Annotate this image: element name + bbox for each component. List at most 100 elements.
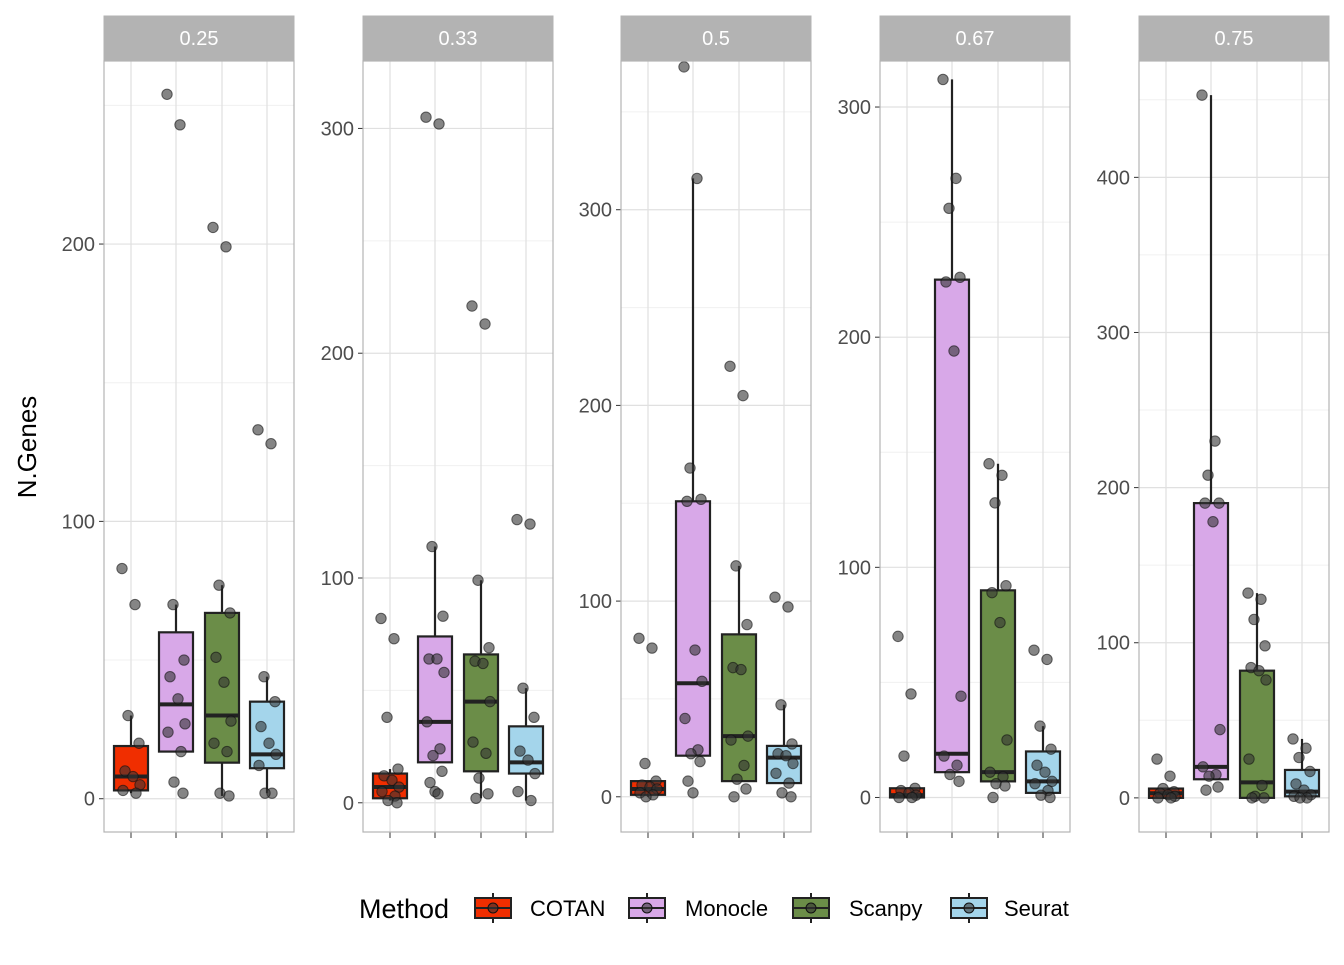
data-point-seurat — [1304, 765, 1316, 778]
y-tick-label: 100 — [321, 568, 354, 590]
data-point-monocle — [1196, 89, 1208, 101]
data-point-monocle — [421, 716, 433, 728]
data-point-monocle — [438, 666, 450, 679]
data-point-seurat — [786, 738, 798, 750]
data-point-seurat — [1045, 743, 1057, 755]
data-point-cotan — [117, 784, 129, 797]
data-point-scanpy — [483, 641, 495, 654]
y-tick-label: 200 — [321, 343, 354, 365]
data-point-scanpy — [218, 676, 230, 688]
data-point-cotan — [388, 632, 400, 645]
data-point-monocle — [695, 493, 707, 506]
data-point-scanpy — [208, 737, 220, 749]
data-point-monocle — [433, 118, 445, 130]
y-axis-title: N.Genes — [12, 396, 42, 499]
data-point-scanpy — [482, 788, 494, 800]
data-point-monocle — [954, 271, 966, 284]
data-point-seurat — [255, 720, 267, 733]
data-point-monocle — [955, 690, 967, 702]
panel-border — [103, 60, 295, 833]
data-point-monocle — [436, 765, 448, 778]
data-point-seurat — [775, 699, 787, 711]
data-point-monocle — [1202, 469, 1214, 481]
data-point-monocle — [432, 788, 444, 800]
box-monocle — [1192, 502, 1230, 781]
data-point-seurat — [770, 767, 782, 779]
panel-border — [879, 60, 1071, 833]
legend-key-point — [963, 902, 975, 914]
data-point-scanpy — [220, 241, 232, 253]
data-point-cotan — [633, 632, 645, 644]
box-scanpy — [720, 633, 758, 783]
data-point-cotan — [130, 787, 142, 799]
data-point-monocle — [420, 111, 432, 123]
data-point-scanpy — [994, 616, 1006, 629]
data-point-monocle — [944, 768, 956, 781]
data-point-monocle — [684, 462, 696, 474]
panel-background — [621, 61, 811, 832]
data-point-seurat — [528, 711, 540, 724]
data-point-seurat — [511, 513, 523, 526]
data-point-cotan — [1151, 753, 1163, 765]
data-point-monocle — [426, 540, 438, 553]
data-point-seurat — [517, 682, 529, 694]
data-point-monocle — [691, 172, 703, 185]
data-point-monocle — [951, 759, 963, 771]
data-point-monocle — [943, 202, 955, 214]
data-point-scanpy — [742, 730, 754, 742]
y-tick-label: 0 — [860, 787, 871, 809]
y-tick-label: 0 — [1119, 788, 1130, 810]
data-point-cotan — [116, 562, 128, 575]
facet-strip — [879, 15, 1071, 61]
data-point-scanpy — [1258, 792, 1270, 804]
data-point-seurat — [258, 670, 270, 683]
data-point-seurat — [1029, 777, 1041, 790]
data-point-cotan — [375, 612, 387, 625]
data-point-scanpy — [740, 783, 752, 795]
legend-key-point — [805, 902, 817, 914]
data-point-monocle — [1209, 435, 1221, 447]
data-point-monocle — [953, 775, 965, 788]
data-point-seurat — [782, 601, 794, 613]
data-point-monocle — [681, 495, 693, 507]
data-point-cotan — [376, 785, 388, 798]
data-point-cotan — [640, 791, 652, 803]
data-point-scanpy — [999, 780, 1011, 792]
data-point-monocle — [167, 598, 179, 611]
data-point-monocle — [938, 750, 950, 762]
legend-label-seurat: Seurat — [1004, 896, 1069, 921]
data-point-scanpy — [984, 766, 996, 778]
y-tick-label: 300 — [1097, 322, 1130, 344]
data-point-scanpy — [728, 791, 740, 803]
data-point-monocle — [1199, 497, 1211, 509]
data-point-scanpy — [989, 497, 1001, 509]
data-point-scanpy — [210, 651, 222, 663]
panel-background — [1139, 61, 1329, 832]
data-point-seurat — [1290, 778, 1302, 790]
data-point-scanpy — [213, 579, 225, 591]
data-point-monocle — [1207, 516, 1219, 528]
panel-border — [620, 60, 812, 833]
data-point-seurat — [769, 591, 781, 603]
data-point-scanpy — [1259, 640, 1271, 652]
data-point-seurat — [265, 438, 277, 450]
panel-background — [880, 61, 1070, 832]
data-point-monocle — [685, 748, 697, 760]
data-point-scanpy — [730, 560, 742, 572]
y-tick-label: 200 — [579, 395, 612, 417]
facet-strip — [103, 15, 295, 61]
data-point-scanpy — [480, 747, 492, 760]
data-point-scanpy — [725, 734, 737, 746]
data-point-scanpy — [737, 389, 749, 402]
data-point-seurat — [1300, 742, 1312, 754]
y-tick-label: 0 — [343, 793, 354, 815]
data-point-monocle — [937, 73, 949, 86]
data-point-monocle — [424, 776, 436, 789]
data-point-scanpy — [221, 745, 233, 758]
y-tick-label: 200 — [838, 327, 871, 349]
data-point-seurat — [522, 754, 534, 766]
data-point-cotan — [639, 757, 651, 770]
data-point-scanpy — [1246, 792, 1258, 804]
data-point-scanpy — [987, 791, 999, 804]
y-tick-label: 400 — [1097, 167, 1130, 189]
